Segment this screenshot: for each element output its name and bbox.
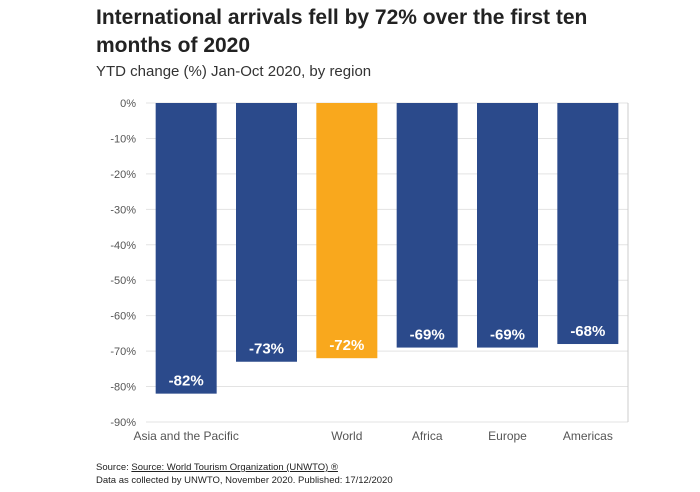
bar-value-label: -72% — [329, 337, 364, 354]
x-category-label: Asia and the Pacific — [133, 429, 238, 443]
x-category-label: World — [331, 429, 362, 443]
bar-value-label: -69% — [490, 327, 525, 344]
bar-value-label: -73% — [249, 341, 284, 358]
y-tick-label: -60% — [110, 311, 136, 323]
source-line: Source: Source: World Tourism Organizati… — [96, 461, 393, 474]
y-tick-label: -10% — [110, 133, 136, 145]
x-category-label: Europe — [488, 429, 527, 443]
bar-chart: 0% -10% -20% -30% -40% -50% -60% -70% -80% -90% -8… — [110, 98, 629, 443]
chart-footer: Source: Source: World Tourism Organizati… — [96, 461, 393, 487]
source-prefix: Source: — [96, 462, 132, 473]
bar — [155, 103, 217, 394]
chart-title: International arrivals fell by 72% over … — [96, 6, 588, 57]
bar — [557, 103, 619, 345]
y-tick-label: -90% — [110, 417, 136, 429]
y-tick-label: -70% — [110, 346, 136, 358]
x-category-label: Africa — [412, 429, 443, 443]
source-link[interactable]: Source: World Tourism Organization (UNWT… — [131, 462, 338, 473]
y-tick-label: -80% — [110, 382, 136, 394]
y-tick-label: -40% — [110, 240, 136, 252]
bar — [316, 103, 378, 359]
y-tick-label: -20% — [110, 169, 136, 181]
y-tick-label: -30% — [110, 204, 136, 216]
bar — [236, 103, 297, 362]
chart-subtitle: YTD change (%) Jan-Oct 2020, by region — [96, 63, 372, 80]
x-category-label: Americas — [563, 429, 613, 443]
y-tick-label: -50% — [110, 275, 136, 287]
y-tick-label: 0% — [120, 98, 136, 110]
bar — [396, 103, 458, 348]
bar-value-label: -68% — [570, 323, 605, 340]
bar — [477, 103, 538, 348]
data-note: Data as collected by UNWTO, November 202… — [96, 475, 393, 486]
bar-value-label: -69% — [410, 327, 445, 344]
bar-value-label: -82% — [169, 373, 204, 390]
